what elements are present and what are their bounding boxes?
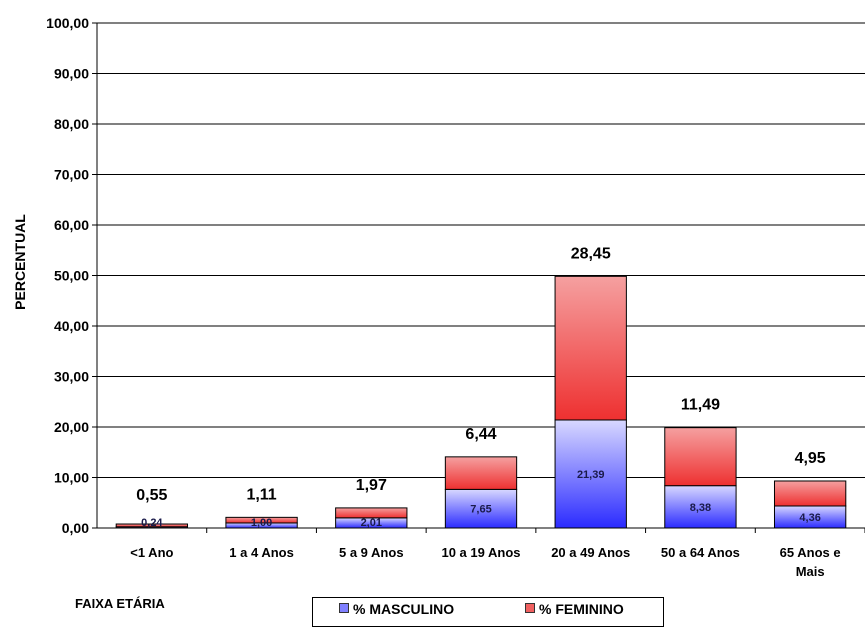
bar-feminino [115,523,189,528]
x-category-label: Mais [796,564,825,579]
legend-item-feminino: % FEMININO [525,601,624,617]
y-tick-label: 20,00 [54,419,89,435]
legend-label-masculino: % MASCULINO [353,601,455,617]
y-tick-label: 10,00 [54,470,89,486]
y-tick-label: 100,00 [46,15,89,31]
data-label-feminino: 11,49 [681,397,720,414]
data-label-feminino: 28,45 [571,245,611,262]
legend: % MASCULINO % FEMININO [312,597,664,627]
x-axis-categories: <1 Ano 1 a 4 Anos 5 a 9 Anos 10 a 19 Anos 20… [130,545,840,579]
bar-feminino [444,456,518,490]
data-label-feminino: 0,55 [136,487,167,504]
x-axis-label: FAIXA ETÁRIA [75,596,165,611]
bar-feminino [773,480,847,507]
data-label-masculino: 4,36 [799,512,820,524]
data-label-masculino: 8,38 [690,502,711,514]
x-category-label: 50 a 64 Anos [661,545,740,560]
gridlines [92,22,865,533]
data-label-masculino: 21,39 [577,469,605,481]
y-tick-label: 40,00 [54,318,89,334]
data-label-masculino: 2,01 [361,517,382,529]
x-category-label: 5 a 9 Anos [339,545,404,560]
y-tick-label: 0,00 [62,520,89,536]
bar-feminino [225,516,298,524]
x-category-label: 65 Anos e [780,545,841,560]
y-tick-label: 80,00 [54,116,89,132]
bar-feminino [335,507,408,519]
data-label-masculino: 0,24 [141,517,163,529]
legend-label-feminino: % FEMININO [539,601,624,617]
x-category-label: 20 a 49 Anos [551,545,630,560]
x-category-label: 10 a 19 Anos [441,545,520,560]
y-axis-label: PERCENTUAL [12,214,28,310]
bar-feminino [554,275,627,421]
y-tick-label: 60,00 [54,217,89,233]
y-tick-label: 70,00 [54,167,89,183]
bar-masculino [444,488,518,529]
legend-item-masculino: % MASCULINO [339,601,454,617]
x-category-label: <1 Ano [130,545,173,560]
y-tick-label: 90,00 [54,66,89,82]
x-category-label: 1 a 4 Anos [229,545,294,560]
data-label-feminino: 6,44 [465,426,496,443]
data-label-feminino: 1,97 [356,477,387,494]
bar-feminino [664,427,737,487]
bar-masculino [554,419,627,529]
bar-masculino [664,485,737,529]
data-label-feminino: 1,11 [246,486,276,503]
data-label-masculino: 7,65 [470,504,491,516]
legend-swatch-masculino [339,603,349,613]
y-tick-label: 30,00 [54,369,89,385]
data-label-masculino: 1,00 [251,517,272,529]
legend-swatch-feminino [525,603,535,613]
y-tick-label: 50,00 [54,268,89,284]
y-axis-ticks: 0,00 10,00 20,00 30,00 40,00 50,00 60,00 70,00 8… [46,15,89,536]
bars: 0,24 0,55 1,00 1,11 2,01 1,97 7,65 6,44 21,39 28,… [115,245,847,529]
data-label-feminino: 4,95 [795,450,826,467]
